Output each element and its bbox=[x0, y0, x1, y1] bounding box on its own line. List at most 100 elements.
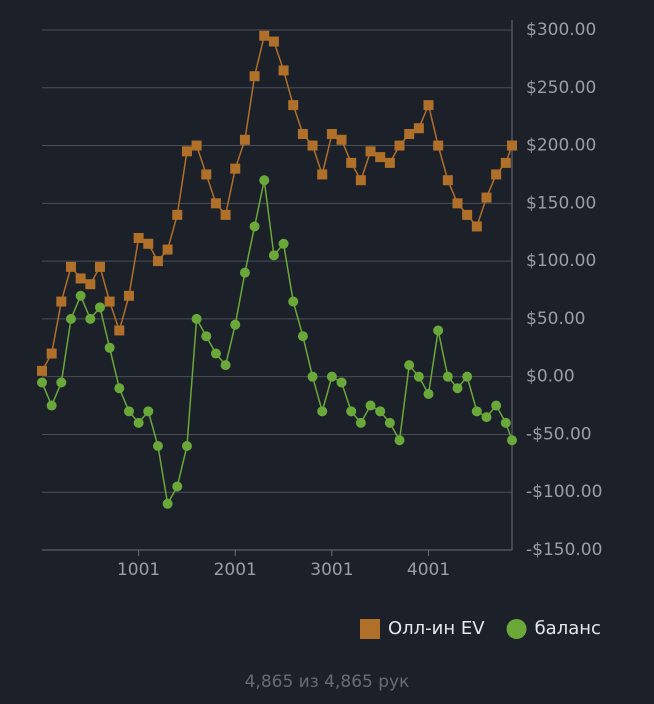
marker bbox=[201, 169, 212, 180]
marker bbox=[375, 406, 386, 417]
marker bbox=[404, 129, 415, 139]
marker bbox=[297, 331, 308, 342]
marker bbox=[181, 441, 192, 451]
marker bbox=[462, 371, 473, 382]
x-tick-label: 4001 bbox=[407, 560, 450, 580]
marker bbox=[75, 290, 86, 301]
marker bbox=[384, 157, 395, 168]
marker bbox=[249, 71, 260, 82]
legend-marker bbox=[360, 619, 380, 639]
x-tick-label: 3001 bbox=[310, 560, 353, 580]
marker bbox=[375, 152, 386, 163]
marker bbox=[452, 198, 463, 209]
marker bbox=[65, 261, 76, 272]
marker bbox=[307, 140, 318, 151]
marker bbox=[65, 313, 76, 324]
marker bbox=[297, 129, 308, 139]
marker bbox=[471, 406, 482, 417]
marker bbox=[491, 400, 502, 411]
marker bbox=[114, 325, 125, 336]
y-tick-label: $200.00 bbox=[526, 136, 596, 156]
marker bbox=[326, 129, 337, 139]
marker bbox=[201, 331, 212, 342]
y-tick-label: $300.00 bbox=[526, 20, 596, 40]
marker bbox=[307, 371, 318, 382]
marker bbox=[346, 406, 357, 417]
marker bbox=[404, 360, 415, 371]
marker bbox=[268, 36, 279, 47]
marker bbox=[288, 296, 299, 307]
marker bbox=[46, 400, 57, 411]
marker bbox=[143, 238, 154, 249]
marker bbox=[394, 140, 405, 151]
footer: 4,865 из 4,865 рук bbox=[245, 672, 410, 692]
marker bbox=[481, 412, 492, 423]
marker bbox=[288, 100, 299, 111]
marker bbox=[85, 279, 96, 290]
y-tick-label: -$100.00 bbox=[526, 482, 602, 502]
marker bbox=[384, 417, 395, 428]
marker bbox=[123, 406, 134, 417]
marker bbox=[152, 441, 163, 451]
marker bbox=[104, 342, 115, 353]
marker bbox=[259, 175, 270, 186]
marker bbox=[452, 383, 463, 394]
x-tick-label: 2001 bbox=[214, 560, 257, 580]
marker bbox=[123, 290, 134, 301]
marker bbox=[239, 134, 250, 145]
marker bbox=[210, 348, 221, 359]
marker bbox=[317, 406, 328, 417]
marker bbox=[355, 175, 366, 186]
legend-label: Олл-ин EV bbox=[388, 618, 485, 639]
marker bbox=[507, 435, 517, 446]
marker bbox=[191, 140, 202, 151]
marker bbox=[220, 360, 231, 371]
y-tick-label: $150.00 bbox=[526, 193, 596, 213]
marker bbox=[507, 140, 517, 151]
legend-marker bbox=[506, 619, 527, 639]
y-tick-label: $250.00 bbox=[526, 78, 596, 98]
marker bbox=[56, 377, 67, 388]
marker bbox=[46, 348, 57, 359]
marker bbox=[133, 417, 144, 428]
marker bbox=[278, 238, 289, 249]
marker bbox=[471, 221, 482, 232]
marker bbox=[413, 123, 424, 134]
marker bbox=[481, 192, 492, 203]
marker bbox=[249, 221, 260, 232]
marker bbox=[433, 325, 444, 336]
marker bbox=[230, 319, 241, 330]
marker bbox=[162, 498, 173, 509]
marker bbox=[346, 157, 357, 168]
marker bbox=[326, 371, 337, 382]
marker bbox=[114, 383, 125, 394]
marker bbox=[268, 250, 279, 261]
marker bbox=[239, 267, 250, 278]
x-tick-label: 1001 bbox=[117, 560, 160, 580]
marker bbox=[336, 377, 347, 388]
marker bbox=[413, 371, 424, 382]
y-tick-label: $100.00 bbox=[526, 251, 596, 271]
marker bbox=[152, 256, 163, 267]
marker bbox=[85, 313, 96, 324]
series-line bbox=[41, 34, 513, 372]
marker bbox=[500, 157, 511, 168]
marker bbox=[94, 302, 105, 313]
marker bbox=[500, 417, 511, 428]
marker bbox=[365, 146, 376, 157]
marker bbox=[210, 198, 221, 209]
marker bbox=[37, 365, 47, 376]
marker bbox=[133, 233, 144, 243]
marker bbox=[336, 134, 347, 145]
y-tick-label: $50.00 bbox=[526, 309, 585, 329]
marker bbox=[56, 296, 67, 307]
marker bbox=[172, 209, 183, 220]
marker bbox=[317, 169, 328, 180]
marker bbox=[355, 417, 366, 428]
marker bbox=[94, 261, 105, 272]
marker bbox=[442, 371, 453, 382]
marker bbox=[75, 273, 86, 284]
marker bbox=[365, 400, 376, 411]
marker bbox=[259, 30, 270, 41]
